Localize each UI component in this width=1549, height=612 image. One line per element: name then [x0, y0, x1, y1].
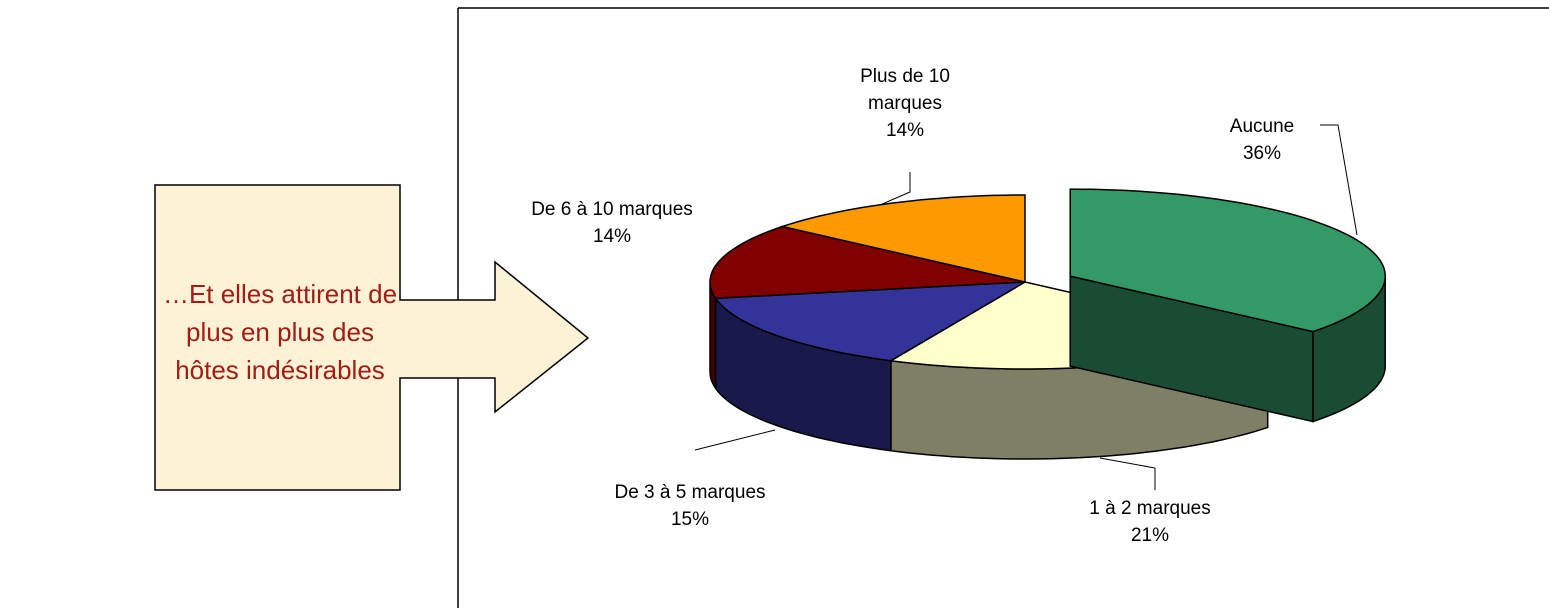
value-label: 14% [592, 226, 632, 247]
slice [709, 225, 1026, 300]
leader-line [1320, 124, 1358, 236]
pie [709, 188, 1386, 460]
slice [779, 194, 1026, 283]
callout-arrow [154, 184, 590, 491]
slice-label: De 3 à 5 marques 15% [590, 479, 790, 533]
leader-line [879, 172, 911, 206]
slice [1069, 188, 1386, 333]
slice-label: 1 à 2 marques 21% [1075, 495, 1225, 549]
value-label: 21% [1130, 525, 1170, 546]
category-label: Plus de 10 marques [860, 66, 950, 114]
slice-label: De 6 à 10 marques 14% [487, 196, 737, 250]
slice-label: Plus de 10 marques 14% [830, 63, 980, 144]
slice [714, 281, 1026, 362]
value-label: 36% [1242, 143, 1282, 164]
slice-label: Aucune 36% [1187, 113, 1337, 167]
category-label: 1 à 2 marques [1089, 498, 1211, 519]
category-label: De 6 à 10 marques [531, 199, 693, 220]
value-label: 15% [670, 509, 710, 530]
callout-text: …Et elles attirent de plus en plus des h… [162, 279, 398, 385]
value-label: 14% [885, 120, 925, 141]
leader-line [1099, 457, 1156, 490]
leader-lines [694, 124, 1358, 490]
category-label: Aucune [1229, 116, 1295, 137]
category-label: De 3 à 5 marques [614, 482, 766, 503]
leader-line [694, 429, 776, 451]
